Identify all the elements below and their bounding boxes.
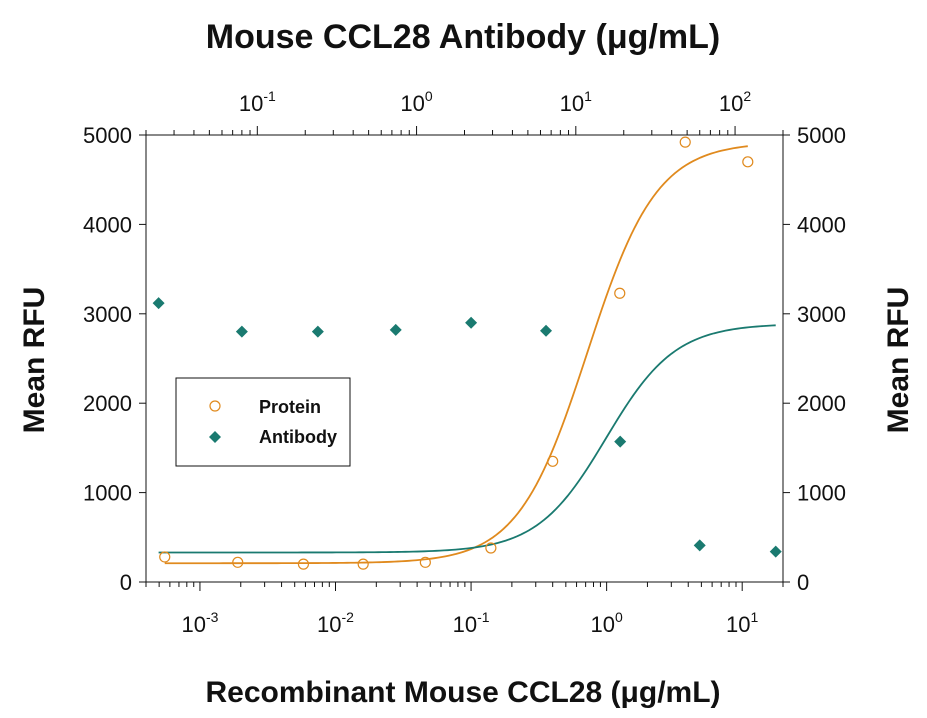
chart-title: Mouse CCL28 Antibody (μg/mL): [206, 18, 720, 56]
x-top-tick-label: 100: [400, 88, 432, 116]
y-tick-label-left: 3000: [83, 302, 132, 327]
legend-antibody-marker: [209, 431, 221, 443]
point-antibody: [693, 539, 706, 552]
legend-protein-label: Protein: [259, 397, 321, 417]
point-protein: [357, 558, 369, 570]
y-tick-label-right: 2000: [797, 391, 846, 416]
point-antibody: [389, 323, 402, 336]
y-tick-label-left: 1000: [83, 481, 132, 506]
point-protein: [614, 287, 626, 299]
y-tick-label-right: 1000: [797, 481, 846, 506]
y-axis-label-left: Mean RFU: [18, 287, 51, 434]
fit-curve-protein: [164, 145, 748, 565]
point-antibody: [465, 316, 478, 329]
y-axis-label-right: Mean RFU: [882, 287, 915, 434]
point-protein: [742, 156, 754, 168]
x-top-tick-label: 102: [719, 88, 751, 116]
y-tick-label-right: 0: [797, 570, 809, 595]
point-protein: [419, 556, 431, 568]
point-protein: [297, 558, 310, 570]
data-points: [152, 136, 782, 570]
point-antibody: [540, 324, 553, 337]
x-bottom-tick-label: 100: [590, 609, 622, 637]
point-protein: [232, 556, 244, 568]
point-antibody: [311, 325, 324, 338]
axes: 0 0 1000 1000 2000 2000 3000 3000 4000 4000 5000 50…: [83, 88, 846, 637]
fit-curve-antibody: [158, 324, 776, 554]
point-protein: [679, 136, 691, 148]
x-top-tick-label: 101: [560, 88, 592, 116]
legend-protein-marker: [209, 400, 221, 412]
plot-area: [145, 134, 784, 583]
x-bottom-tick-label: 10-3: [181, 609, 218, 637]
point-protein: [485, 542, 497, 554]
x-bottom-tick-label: 10-2: [317, 609, 354, 637]
y-tick-label-left: 5000: [83, 123, 132, 148]
point-antibody: [614, 435, 627, 448]
point-antibody: [235, 325, 248, 338]
y-tick-label-left: 0: [120, 570, 132, 595]
point-protein: [159, 551, 171, 563]
y-tick-label-left: 2000: [83, 391, 132, 416]
legend-antibody-label: Antibody: [259, 427, 337, 447]
y-tick-label-left: 4000: [83, 212, 132, 237]
x-axis-label: Recombinant Mouse CCL28 (μg/mL): [205, 676, 720, 709]
point-protein: [547, 455, 559, 467]
x-bottom-tick-label: 10-1: [453, 609, 490, 637]
y-tick-label-right: 4000: [797, 212, 846, 237]
x-bottom-tick-label: 101: [726, 609, 758, 637]
legend: Protein Antibody: [175, 377, 351, 467]
y-tick-label-right: 3000: [797, 302, 846, 327]
point-antibody: [769, 545, 782, 558]
y-tick-label-right: 5000: [797, 123, 846, 148]
fit-curves: [158, 145, 776, 565]
x-top-tick-label: 10-1: [239, 88, 276, 116]
legend-box: [175, 377, 351, 467]
point-antibody: [152, 297, 165, 310]
